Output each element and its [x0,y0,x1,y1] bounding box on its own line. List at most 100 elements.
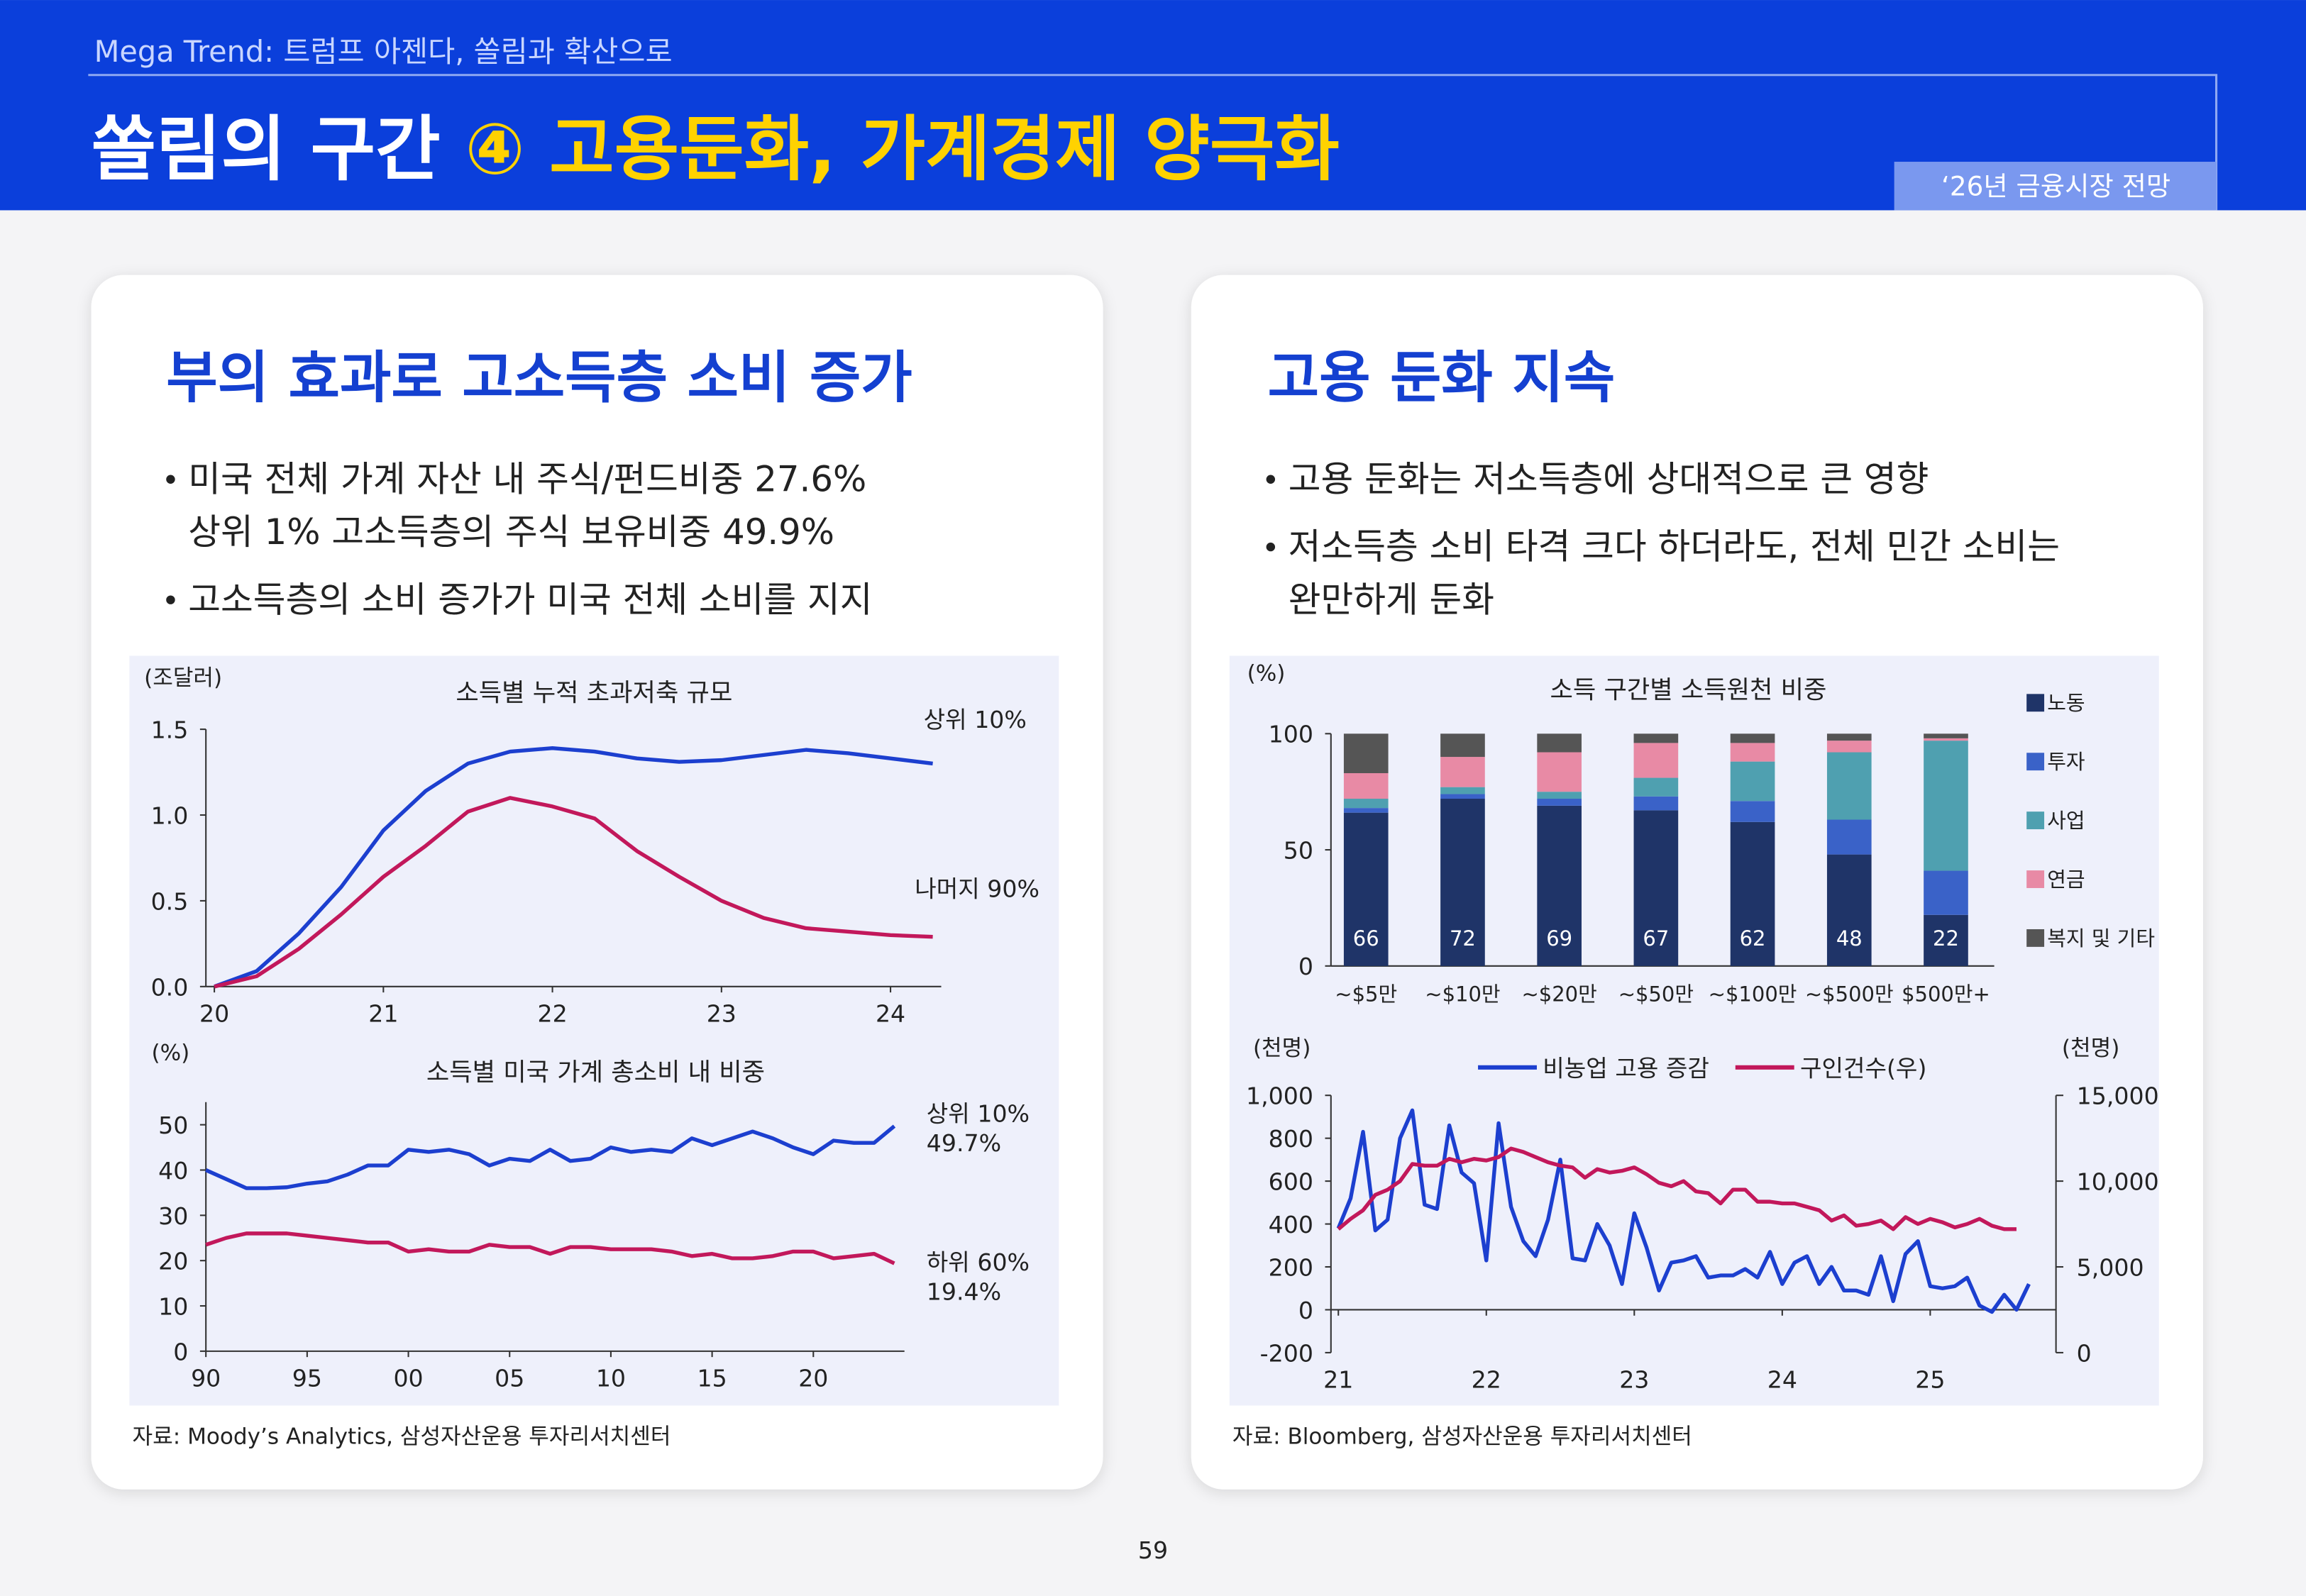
y2-tick-label: 15,000 [2077,1082,2159,1110]
source: 자료: Bloomberg, 삼성자산운용 투자리서치센터 [1232,1424,1692,1449]
axis-unit: (천명) [2062,1036,2119,1061]
badge-text: ‘26년 금융시장 전망 [1941,171,2170,202]
bar-segment [1730,801,1775,822]
bullet-dot [1266,542,1276,552]
bar-segment [1730,733,1775,743]
legend-swatch [2026,753,2045,771]
legend-label: 투자 [2047,750,2085,774]
bar-segment [1633,777,1679,797]
chart-title: 소득 구간별 소득원천 비중 [1550,676,1826,705]
x-tick-label: 24 [876,1000,905,1028]
series-label: 상위 10% [927,1100,1030,1128]
value-label: 49.7% [927,1129,1001,1157]
y-tick-label: 1.5 [151,716,189,744]
x-tick-label: ~$100만 [1709,982,1797,1007]
x-tick-label: ~$10만 [1425,982,1500,1007]
bar-segment [1440,799,1485,966]
chart-title: 소득별 미국 가계 총소비 내 비중 [426,1058,765,1087]
y-tick-label: 100 [1269,721,1313,748]
y2-tick-label: 5,000 [2077,1253,2144,1281]
bar-segment [1537,733,1582,753]
y-tick-label: 50 [1284,836,1313,864]
panel-title: 부의 효과로 고소득층 소비 증가 [166,345,912,411]
bar-segment [1537,799,1582,806]
bar-segment [1924,741,1968,871]
y-tick-label: 0 [173,1338,188,1365]
series-label: 하위 60% [927,1248,1030,1276]
x-tick-label: 90 [191,1365,221,1392]
bar-segment [1730,743,1775,762]
legend-label: 연금 [2047,868,2085,892]
title-main: 쏠림의 구간 [92,109,441,191]
bar-segment [1440,787,1485,794]
x-tick-label: 20 [199,1000,229,1028]
x-tick-label: ~$5만 [1335,982,1397,1007]
y-tick-label: 0.0 [151,973,189,1001]
y2-tick-label: 10,000 [2077,1168,2159,1196]
bullet: 미국 전체 가계 자산 내 주식/펀드비중 27.6% [188,458,866,499]
y-tick-label: 0.5 [151,887,189,915]
legend-label: 비농업 고용 증감 [1543,1054,1709,1082]
bar-segment [1537,792,1582,799]
y-tick-label: -200 [1260,1339,1313,1367]
bar-value-label: 69 [1546,926,1572,951]
bar-segment [1826,854,1872,966]
bar-segment [1343,772,1389,799]
x-tick-label: ~$50만 [1618,982,1694,1007]
source: 자료: Moody’s Analytics, 삼성자산운용 투자리서치센터 [133,1424,671,1449]
bullet: 상위 1% 고소득층의 주식 보유비중 49.9% [188,511,834,553]
x-tick-label: 22 [537,1000,567,1028]
y-tick-label: 10 [158,1292,188,1320]
line-series [1336,1108,2031,1314]
title-highlight: ④ 고용둔화, 가계경제 양극화 [465,109,1340,191]
bar-segment [1633,796,1679,811]
y-tick-label: 1.0 [151,802,189,829]
x-tick-label: 20 [798,1365,828,1392]
x-tick-label: 15 [697,1365,727,1392]
x-tick-label: 21 [368,1000,398,1028]
bar-value-label: 22 [1933,926,1959,951]
legend-label: 노동 [2047,691,2085,715]
value-label: 19.4% [927,1278,1001,1305]
x-tick-label: 95 [292,1365,322,1392]
bar-segment [1730,761,1775,802]
bar-segment [1826,819,1872,855]
bar-segment [1343,808,1389,813]
badge [1894,162,2217,211]
axis-unit: (%) [1247,661,1286,687]
line-series [214,796,933,989]
legend-swatch [2026,811,2045,830]
bar-value-label: 72 [1450,926,1476,951]
legend-label: 구인건수(우) [1800,1054,1926,1082]
legend-label: 복지 및 기타 [2047,926,2155,951]
series-label: 나머지 90% [915,875,1039,902]
x-tick-label: 24 [1767,1366,1797,1394]
y-tick-label: 800 [1269,1125,1313,1153]
y-tick-label: 1,000 [1246,1082,1313,1110]
bar-value-label: 67 [1643,926,1669,951]
bar-segment [1730,821,1775,966]
series-label: 상위 10% [924,706,1027,733]
y2-tick-label: 0 [2077,1339,2092,1367]
line-series [1337,1146,2017,1231]
bar-segment [1924,914,1968,966]
bar-segment [1343,799,1389,809]
y-tick-label: 0 [1298,1297,1313,1324]
x-tick-label: ~$20만 [1521,982,1596,1007]
legend-swatch [2026,694,2045,712]
bar-segment [1924,738,1968,741]
x-tick-label: 05 [495,1365,524,1392]
x-tick-label: 23 [707,1000,737,1028]
panel-title: 고용 둔화 지속 [1268,345,1616,411]
header-subtitle: Mega Trend: 트럼프 아젠다, 쏠림과 확산으로 [94,35,673,69]
bar-segment [1343,733,1389,773]
bar-value-label: 48 [1836,926,1863,951]
y-tick-label: 40 [158,1157,188,1185]
y-tick-label: 0 [1298,953,1313,980]
bar-segment [1826,741,1872,753]
bullet-dot [1266,475,1276,484]
bar-value-label: 62 [1740,926,1766,951]
bullet: 고용 둔화는 저소득층에 상대적으로 큰 영향 [1289,458,1929,499]
bar-segment [1633,743,1679,778]
y-tick-label: 50 [158,1112,188,1139]
